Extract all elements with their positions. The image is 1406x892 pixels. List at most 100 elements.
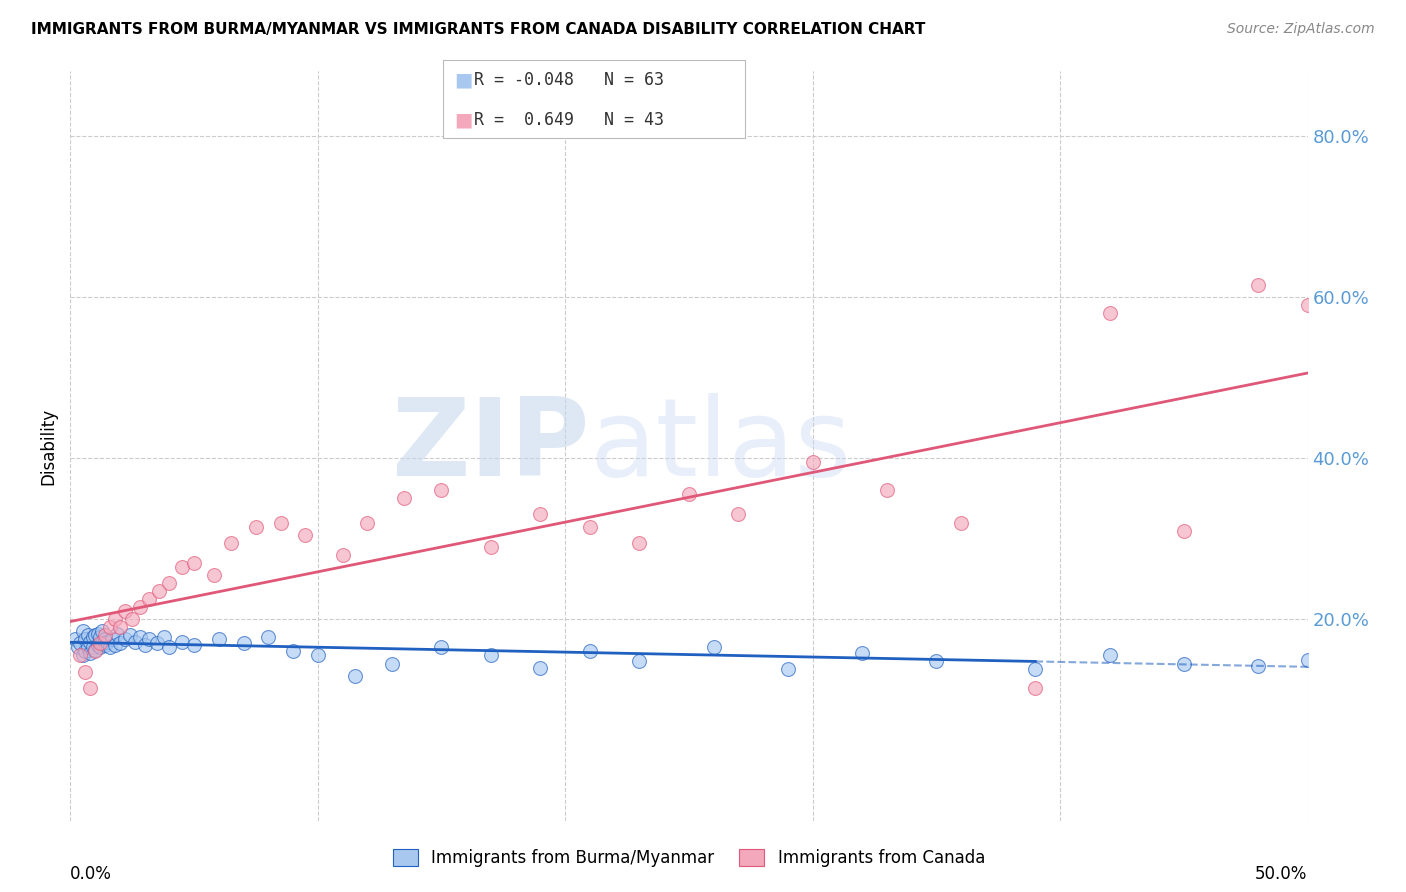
- Point: [86, 626, 108, 640]
- Point: [65, 632, 87, 647]
- Point: [1024, 681, 1046, 695]
- Point: [84, 643, 107, 657]
- Point: [876, 483, 898, 498]
- Point: [529, 508, 551, 522]
- Point: [118, 628, 141, 642]
- Point: [202, 568, 225, 582]
- Point: [157, 576, 180, 591]
- Point: [75, 644, 97, 658]
- Point: [381, 657, 404, 671]
- Point: [294, 527, 316, 541]
- Point: [86, 638, 108, 652]
- Text: atlas: atlas: [591, 393, 852, 499]
- Point: [1371, 277, 1393, 292]
- Point: [232, 636, 254, 650]
- Point: [82, 630, 104, 644]
- Point: [84, 628, 107, 642]
- Point: [1098, 648, 1121, 663]
- Point: [479, 648, 502, 663]
- Point: [776, 662, 799, 676]
- Point: [84, 644, 107, 658]
- Point: [79, 646, 101, 660]
- Y-axis label: Disability: Disability: [39, 408, 58, 484]
- Point: [332, 548, 354, 562]
- Point: [1346, 657, 1368, 671]
- Point: [430, 640, 453, 655]
- Point: [183, 638, 205, 652]
- Point: [529, 660, 551, 674]
- Point: [114, 632, 136, 647]
- Point: [108, 636, 131, 650]
- Point: [101, 632, 124, 647]
- Point: [98, 640, 121, 655]
- Point: [703, 640, 725, 655]
- Point: [128, 630, 150, 644]
- Text: R =  0.649   N = 43: R = 0.649 N = 43: [474, 112, 664, 129]
- Point: [245, 519, 267, 533]
- Point: [925, 654, 948, 668]
- Point: [94, 632, 117, 647]
- Point: [394, 491, 416, 506]
- Point: [1346, 500, 1368, 514]
- Point: [124, 634, 146, 648]
- Point: [104, 612, 127, 626]
- Point: [98, 620, 121, 634]
- Point: [1173, 524, 1195, 538]
- Point: [727, 508, 749, 522]
- Point: [183, 556, 205, 570]
- Point: [121, 612, 143, 626]
- Point: [208, 632, 231, 647]
- Point: [1296, 652, 1319, 666]
- Point: [76, 640, 98, 655]
- Point: [89, 636, 111, 650]
- Point: [430, 483, 453, 498]
- Point: [75, 665, 97, 679]
- Point: [72, 624, 94, 639]
- Text: ■: ■: [454, 111, 472, 130]
- Text: IMMIGRANTS FROM BURMA/MYANMAR VS IMMIGRANTS FROM CANADA DISABILITY CORRELATION C: IMMIGRANTS FROM BURMA/MYANMAR VS IMMIGRA…: [31, 22, 925, 37]
- Point: [104, 638, 127, 652]
- Point: [628, 654, 651, 668]
- Legend: Immigrants from Burma/Myanmar, Immigrants from Canada: Immigrants from Burma/Myanmar, Immigrant…: [387, 842, 991, 874]
- Point: [108, 620, 131, 634]
- Point: [96, 634, 118, 648]
- Point: [134, 638, 156, 652]
- Point: [219, 535, 242, 549]
- Point: [94, 628, 117, 642]
- Text: 0.0%: 0.0%: [70, 865, 112, 883]
- Point: [94, 638, 117, 652]
- Point: [66, 640, 89, 655]
- Point: [801, 455, 824, 469]
- Point: [76, 628, 98, 642]
- Point: [91, 624, 114, 639]
- Point: [138, 592, 160, 607]
- Point: [170, 559, 193, 574]
- Point: [950, 516, 973, 530]
- Point: [148, 584, 170, 599]
- Point: [138, 632, 160, 647]
- Point: [79, 634, 101, 648]
- Point: [1322, 654, 1344, 668]
- Point: [1322, 194, 1344, 208]
- Point: [307, 648, 329, 663]
- Point: [356, 516, 378, 530]
- Point: [257, 630, 280, 644]
- Text: ZIP: ZIP: [391, 393, 591, 499]
- Point: [579, 644, 602, 658]
- Point: [343, 668, 366, 682]
- Point: [146, 636, 169, 650]
- Point: [75, 632, 97, 647]
- Text: Source: ZipAtlas.com: Source: ZipAtlas.com: [1227, 22, 1375, 37]
- Point: [1098, 306, 1121, 320]
- Point: [1173, 657, 1195, 671]
- Point: [170, 634, 193, 648]
- Point: [91, 636, 114, 650]
- Point: [69, 636, 91, 650]
- Point: [89, 630, 111, 644]
- Point: [1247, 659, 1270, 673]
- Point: [628, 535, 651, 549]
- Point: [153, 630, 176, 644]
- Point: [851, 646, 873, 660]
- Point: [270, 516, 292, 530]
- Text: R = -0.048   N = 63: R = -0.048 N = 63: [474, 71, 664, 89]
